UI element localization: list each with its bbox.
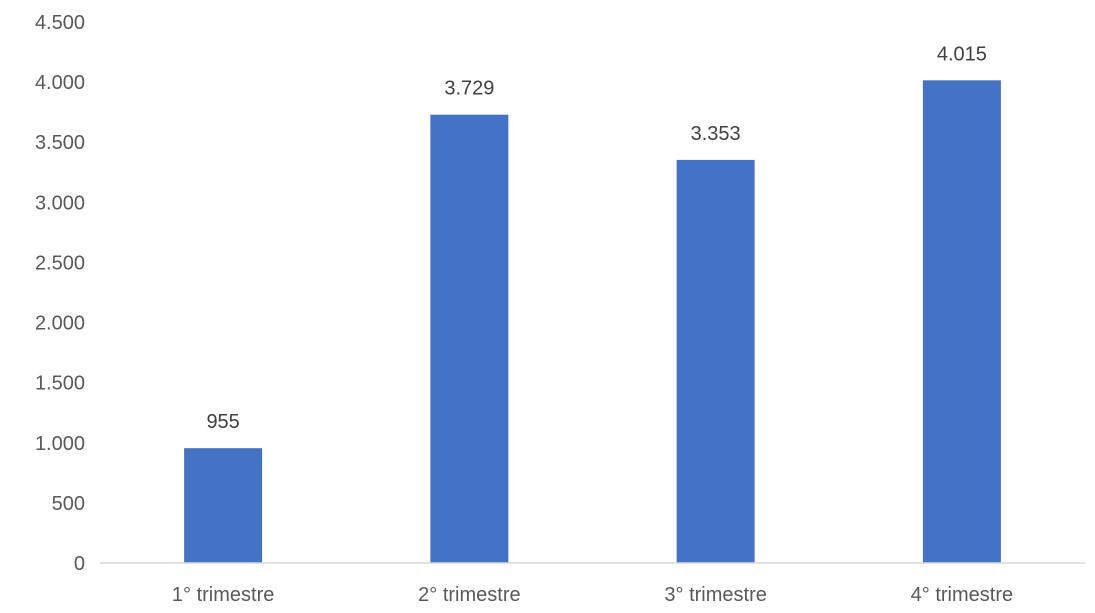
bar — [184, 448, 263, 563]
y-tick-label: 1.000 — [35, 433, 85, 455]
bar — [676, 159, 755, 563]
data-label: 4.015 — [937, 43, 987, 65]
data-label: 3.353 — [691, 123, 741, 145]
x-axis: 1° trimestre 2° trimestre 3° trimestre 4° t… — [172, 584, 1013, 606]
x-category-label: 4° trimestre — [911, 584, 1013, 606]
bar-series — [184, 80, 1001, 564]
x-category-label: 3° trimestre — [664, 584, 766, 606]
y-tick-label: 4.000 — [35, 72, 85, 94]
x-category-label: 2° trimestre — [418, 584, 520, 606]
bar — [922, 80, 1001, 564]
bar — [430, 114, 509, 563]
y-tick-label: 3.500 — [35, 132, 85, 154]
y-tick-label: 500 — [52, 493, 85, 515]
y-tick-label: 2.000 — [35, 313, 85, 335]
data-labels: 955 3.729 3.353 4.015 — [206, 43, 986, 433]
x-category-label: 1° trimestre — [172, 584, 274, 606]
y-tick-label: 4.500 — [35, 12, 85, 34]
y-axis: 0 500 1.000 1.500 2.000 2.500 3.000 3.500 4.000 4… — [35, 12, 85, 575]
data-label: 955 — [206, 411, 239, 433]
y-tick-label: 0 — [74, 553, 85, 575]
y-tick-label: 1.500 — [35, 373, 85, 395]
data-label: 3.729 — [444, 78, 494, 100]
y-tick-label: 2.500 — [35, 252, 85, 274]
y-tick-label: 3.000 — [35, 192, 85, 214]
